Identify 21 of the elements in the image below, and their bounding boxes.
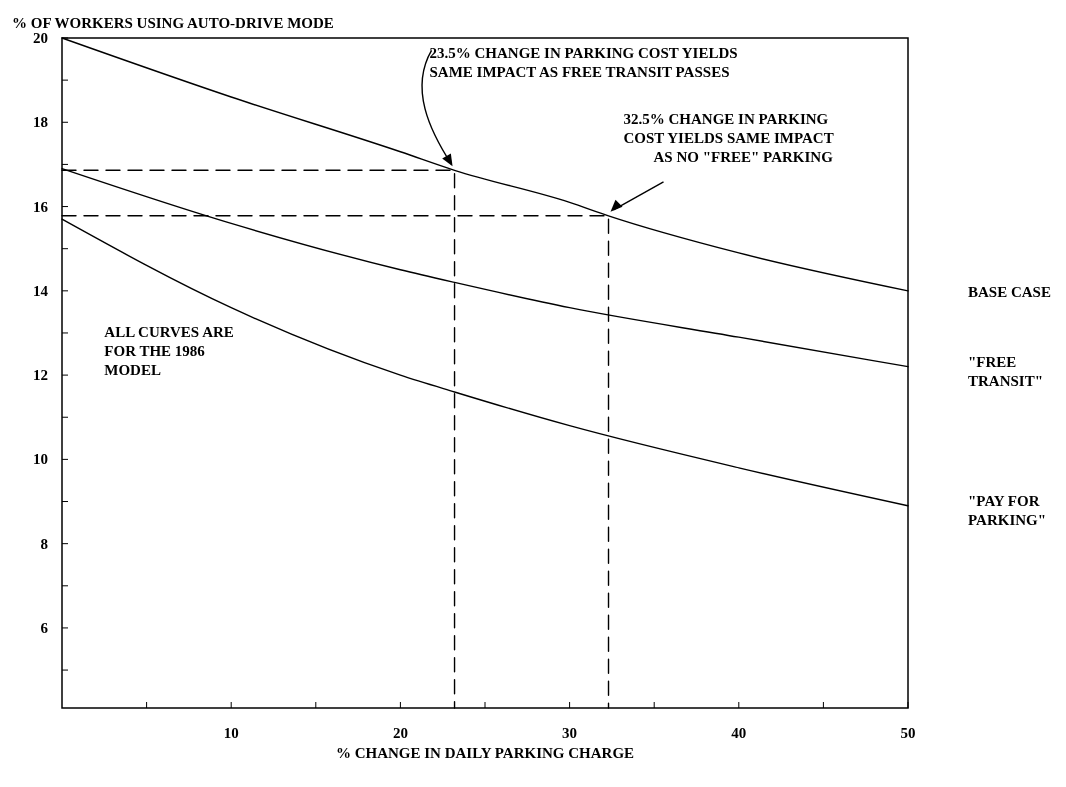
annotation: 23.5% CHANGE IN PARKING COST YIELDS SAME IMPACT AS FREE TRANSIT PASSES [429, 45, 738, 81]
annotation: 32.5% CHANGE IN PARKING COST YIELDS SAME IMPACT AS NO "FREE" PARKING [623, 110, 834, 165]
y-tick-label: 20 [33, 30, 48, 46]
annotation: ALL CURVES ARE FOR THE 1986 MODEL [104, 324, 234, 379]
x-axis-title: % CHANGE IN DAILY PARKING CHARGE [335, 745, 635, 761]
x-tick-label: 30 [562, 725, 578, 741]
x-tick-label: 20 [392, 725, 408, 741]
y-tick-label: 6 [40, 619, 49, 636]
text: "PAY FOR PARKING" [968, 492, 1047, 528]
y-tick-label: 10 [33, 451, 48, 468]
y-tick-label: 12 [33, 367, 48, 384]
y-axis-title: % OF WORKERS USING AUTO-DRIVE MODE [12, 15, 334, 31]
x-tick-label: 40 [731, 725, 747, 741]
y-tick-label: 14 [33, 282, 49, 299]
y-tick-label: 16 [33, 198, 49, 215]
text: "FREE TRANSIT" [968, 353, 1044, 389]
x-tick-label: 50 [900, 725, 916, 741]
text: BASE CASE [968, 283, 1051, 300]
y-tick-label: 8 [40, 535, 48, 552]
y-tick-label: 18 [33, 114, 48, 131]
x-tick-label: 10 [223, 725, 239, 741]
